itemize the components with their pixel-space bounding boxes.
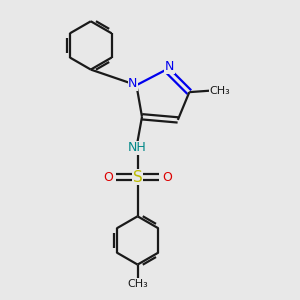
Text: CH₃: CH₃ <box>127 279 148 289</box>
Text: S: S <box>133 169 142 184</box>
Text: NH: NH <box>128 141 147 154</box>
Text: N: N <box>165 60 174 73</box>
Text: CH₃: CH₃ <box>210 86 231 96</box>
Text: N: N <box>128 77 138 90</box>
Text: O: O <box>103 171 113 184</box>
Text: O: O <box>162 171 172 184</box>
